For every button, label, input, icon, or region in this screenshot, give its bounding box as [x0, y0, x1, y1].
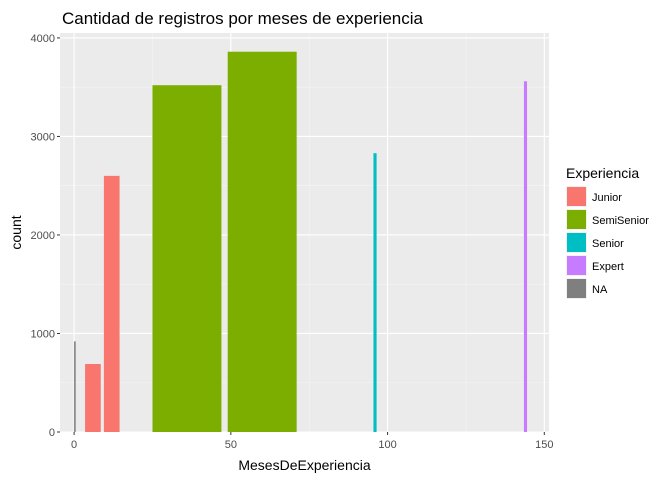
- legend-label: Junior: [592, 192, 622, 204]
- legend-title: Experiencia: [566, 165, 639, 181]
- y-axis-label: count: [8, 215, 24, 249]
- y-tick-label: 4000: [31, 33, 55, 45]
- legend-label: Senior: [592, 238, 624, 250]
- legend-item-expert: Expert: [566, 255, 624, 276]
- legend-item-na: NA: [566, 278, 608, 299]
- bar-junior: [85, 364, 101, 432]
- y-tick-label: 0: [49, 427, 55, 439]
- y-tick-label: 2000: [31, 230, 55, 242]
- legend-swatch: [567, 279, 586, 298]
- legend-label: Expert: [592, 261, 624, 273]
- bar-junior: [103, 175, 120, 432]
- legend-item-semisenior: SemiSenior: [566, 209, 649, 230]
- grid-minor: [60, 33, 549, 432]
- bar-expert: [523, 81, 528, 432]
- bar-semisenior: [152, 85, 222, 432]
- chart-title: Cantidad de registros por meses de exper…: [62, 9, 424, 28]
- x-tick-label: 0: [71, 439, 77, 451]
- y-axis: 0 1000 2000 3000 4000: [31, 33, 60, 439]
- legend-swatch: [567, 256, 586, 275]
- legend-swatch: [567, 187, 586, 206]
- bar-senior: [373, 153, 377, 432]
- x-tick-label: 50: [225, 439, 237, 451]
- legend-swatch: [567, 210, 586, 229]
- legend-item-junior: Junior: [566, 186, 622, 207]
- y-tick-label: 3000: [31, 131, 55, 143]
- legend-item-senior: Senior: [566, 232, 624, 253]
- x-tick-label: 150: [535, 439, 553, 451]
- legend-label: SemiSenior: [592, 215, 649, 227]
- bars: [74, 51, 528, 433]
- bar-na: [74, 341, 76, 432]
- x-axis-label: MesesDeExperiencia: [238, 457, 370, 473]
- legend: Experiencia Junior SemiSenior Senior Expert…: [566, 165, 649, 299]
- y-tick-label: 1000: [31, 328, 55, 340]
- legend-label: NA: [592, 284, 608, 296]
- plot-panel: [60, 33, 549, 432]
- bar-semisenior: [227, 51, 297, 433]
- legend-swatch: [567, 233, 586, 252]
- x-tick-label: 100: [378, 439, 396, 451]
- x-axis: 0 50 100 150: [71, 432, 553, 451]
- grid-major: [60, 33, 549, 433]
